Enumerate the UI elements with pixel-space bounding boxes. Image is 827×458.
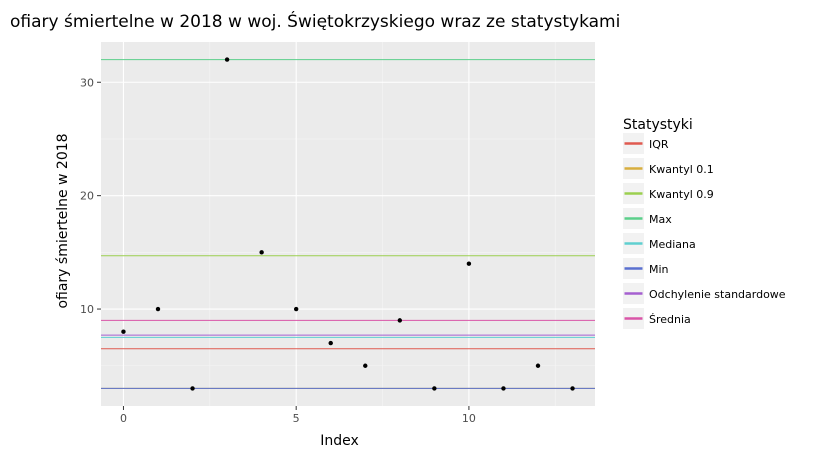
data-point bbox=[432, 386, 437, 391]
statistic-lines bbox=[101, 59, 595, 389]
x-axis-ticks: 0 5 10 bbox=[120, 406, 476, 425]
x-tick-label: 0 bbox=[120, 412, 127, 425]
data-point bbox=[328, 340, 333, 346]
data-point bbox=[570, 386, 575, 391]
legend-label: IQR bbox=[649, 138, 669, 151]
data-point bbox=[466, 261, 472, 266]
data-point bbox=[224, 57, 230, 62]
data-point bbox=[155, 306, 161, 312]
legend-label: Odchylenie standardowe bbox=[649, 288, 786, 301]
chart-title: ofiary śmiertelne w 2018 w woj. Świętokr… bbox=[10, 10, 620, 32]
data-point bbox=[259, 250, 264, 255]
legend-label: Mediana bbox=[649, 238, 696, 251]
legend: Statystyki IQR Kwantyl 0.1 Kwantyl 0.9 Max M… bbox=[623, 117, 786, 329]
y-tick-label: 10 bbox=[80, 303, 94, 316]
data-point bbox=[501, 386, 506, 391]
y-tick-label: 30 bbox=[80, 76, 94, 89]
y-axis-title: ofiary śmiertelne w 2018 bbox=[55, 133, 71, 308]
minor-gridlines bbox=[101, 42, 595, 406]
y-tick-label: 20 bbox=[80, 190, 94, 203]
y-axis-ticks: 10 20 30 bbox=[80, 76, 101, 316]
x-tick-label: 5 bbox=[293, 412, 300, 425]
data-point bbox=[121, 329, 126, 334]
x-tick-label: 10 bbox=[462, 412, 476, 425]
data-point bbox=[293, 306, 299, 312]
x-axis-title: Index bbox=[320, 433, 359, 449]
data-point bbox=[535, 363, 541, 368]
legend-label: Kwantyl 0.1 bbox=[649, 163, 714, 176]
legend-label: Średnia bbox=[649, 313, 691, 326]
legend-label: Kwantyl 0.9 bbox=[649, 188, 714, 201]
data-points bbox=[121, 57, 575, 391]
data-point bbox=[363, 363, 368, 368]
data-point bbox=[190, 386, 195, 391]
legend-label: Min bbox=[649, 263, 669, 276]
major-gridlines bbox=[101, 42, 595, 406]
plot-panel bbox=[101, 42, 595, 406]
legend-items: IQR Kwantyl 0.1 Kwantyl 0.9 Max Mediana Min Od… bbox=[623, 133, 786, 329]
data-point bbox=[397, 318, 403, 323]
legend-label: Max bbox=[649, 213, 672, 226]
legend-title: Statystyki bbox=[623, 117, 693, 133]
